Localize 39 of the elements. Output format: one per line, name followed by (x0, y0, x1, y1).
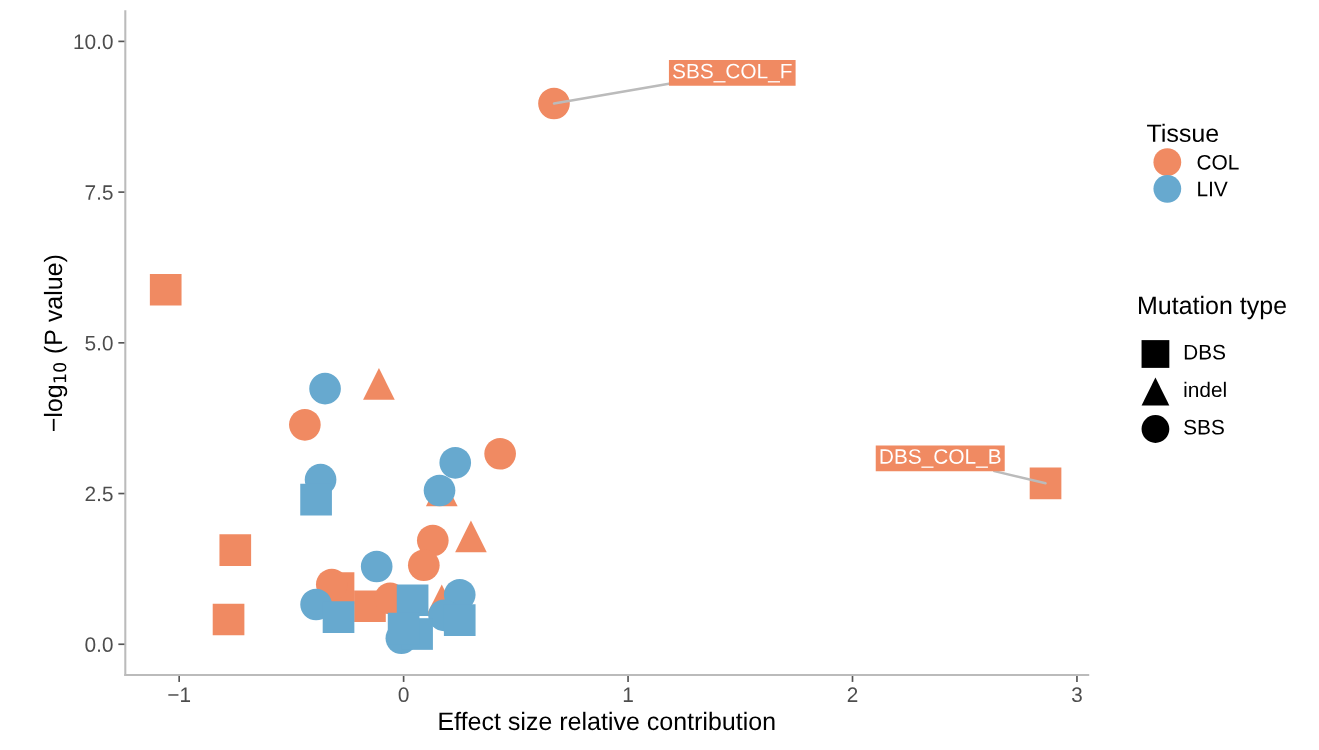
legend-title: Tissue (1147, 123, 1219, 143)
text: Mutation type (1139, 295, 1286, 320)
y-tick-label: 0.0 (85, 637, 113, 653)
point (363, 367, 395, 400)
y-tick-label: 7.5 (85, 185, 113, 200)
y-axis-title: −log$_{10}$ (P value) (43, 255, 68, 432)
point (309, 372, 341, 405)
y-tick-label: 2.5 (85, 486, 113, 502)
point (455, 520, 487, 553)
annotation: DBS_COL_B (880, 449, 1001, 468)
point (484, 437, 516, 470)
y-tick-label: 10.0 (74, 34, 113, 50)
point (289, 408, 321, 441)
x-tick-label: 0 (398, 687, 409, 703)
point (407, 549, 440, 582)
point (443, 604, 476, 636)
point (300, 483, 332, 516)
point (212, 603, 245, 636)
x-tick-label: 2 (847, 687, 858, 702)
x-tick-label: 3 (1071, 687, 1082, 703)
annotation: SBS_COL_F (673, 63, 792, 83)
x-tick-label: 1 (623, 687, 633, 702)
text: DBS (1184, 344, 1226, 360)
point (149, 273, 182, 306)
point (322, 601, 355, 633)
legend-label: COL (1197, 154, 1239, 170)
text: indel (1184, 381, 1226, 398)
y-tick-label: 5.0 (85, 335, 113, 351)
legend-label: LIV (1198, 181, 1228, 197)
point (538, 87, 570, 120)
point (396, 584, 429, 617)
x-tick-label: −1 (168, 687, 191, 702)
x-axis-title: Effect size relative contribution (439, 711, 775, 731)
text: SBS (1184, 419, 1224, 435)
point (219, 534, 252, 567)
point (416, 524, 449, 557)
point (439, 446, 472, 479)
point (360, 550, 393, 583)
point (1029, 467, 1062, 500)
